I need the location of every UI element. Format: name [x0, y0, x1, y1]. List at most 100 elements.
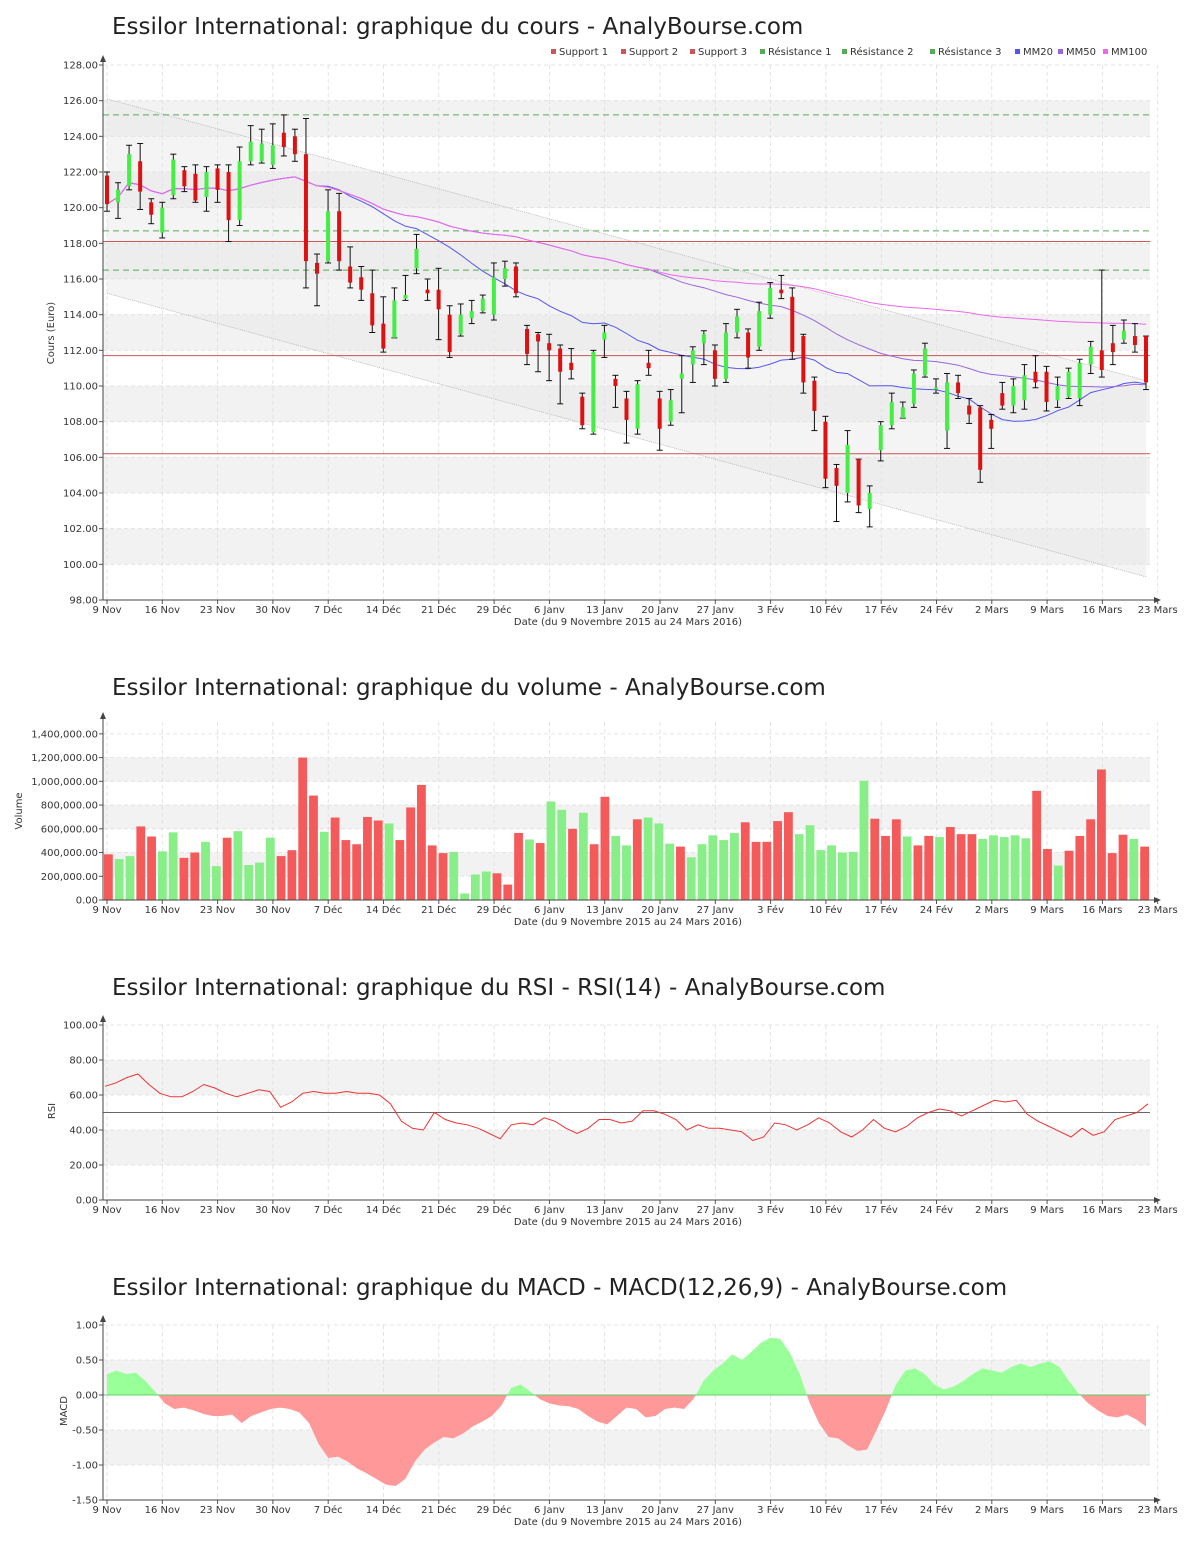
candle — [899, 401, 906, 419]
volume-bar — [481, 871, 491, 900]
x-tick-label: 20 Janv — [641, 1205, 678, 1216]
x-tick-label: 14 Déc — [366, 1204, 401, 1216]
candle-body — [933, 387, 938, 390]
x-tick-label: 20 Janv — [641, 905, 678, 916]
volume-bar — [438, 853, 448, 900]
candle-body — [580, 396, 585, 426]
legend-swatch — [842, 49, 847, 54]
price-legend: Support 1 Support 2 Support 3 Résistance 1 R… — [551, 46, 1147, 58]
candle — [137, 142, 144, 210]
x-tick-label: 7 Déc — [314, 1504, 343, 1516]
volume-bar — [157, 851, 167, 900]
volume-bar — [190, 852, 200, 900]
x-tick-label: 9 Mars — [1030, 1505, 1064, 1516]
volume-bar — [287, 850, 297, 900]
volume-chart: Essilor International: graphique du volu… — [14, 675, 1178, 928]
volume-bar — [244, 864, 254, 900]
legend-swatch — [690, 49, 695, 54]
candle — [457, 303, 464, 337]
candle — [734, 308, 741, 339]
candle — [468, 299, 475, 325]
x-tick-label: 16 Mars — [1082, 1205, 1122, 1216]
candle-body — [834, 468, 839, 486]
candle — [557, 344, 564, 405]
candle — [944, 373, 951, 449]
channel-area — [107, 98, 1146, 577]
x-tick-label: 3 Fév — [757, 604, 784, 616]
x-tick-label: 16 Mars — [1082, 605, 1122, 616]
rsi-y-label: RSI — [47, 1103, 58, 1119]
x-tick-label: 17 Fév — [865, 1204, 898, 1216]
volume-chart-title: Essilor International: graphique du volu… — [112, 675, 826, 701]
candle — [258, 128, 265, 164]
candle-body — [690, 350, 695, 365]
candle-body — [1033, 371, 1038, 383]
candle — [126, 144, 133, 191]
candle — [977, 405, 984, 483]
macd-positive-area — [695, 1337, 807, 1395]
candle-body — [569, 362, 574, 370]
price-y-label: Cours (Euro) — [46, 302, 57, 365]
y-tick-label: 20.00 — [69, 1161, 98, 1172]
band — [103, 314, 1150, 351]
candle-body — [779, 289, 784, 294]
x-tick-label: 3 Fév — [757, 904, 784, 916]
candle — [866, 485, 873, 528]
candle-body — [270, 145, 275, 165]
candle-body — [812, 380, 817, 411]
candle-body — [149, 202, 154, 215]
candle — [811, 376, 818, 432]
candle — [722, 323, 729, 383]
candle — [678, 355, 685, 414]
price-axes: 98.00 100.00 102.00 104.00 106.00 108.00 110.0… — [63, 55, 1178, 616]
candle — [910, 369, 917, 408]
x-tick-label: 14 Déc — [366, 1504, 401, 1516]
volume-bar — [201, 841, 210, 900]
rsi-chart-title: Essilor International: graphique du RSI … — [112, 975, 885, 1001]
candle-body — [513, 266, 518, 294]
macd-positive-area — [107, 1370, 158, 1395]
x-tick-label: 9 Nov — [92, 1505, 121, 1516]
candle — [1109, 324, 1116, 366]
candle — [634, 380, 641, 435]
candle-body — [160, 207, 165, 233]
candle-body — [480, 298, 485, 312]
volume-bar — [1053, 865, 1063, 900]
x-tick-label: 23 Nov — [200, 1205, 236, 1216]
candle — [1043, 365, 1050, 412]
candle-body — [989, 419, 994, 429]
x-tick-label: 24 Fév — [920, 1504, 953, 1516]
candle — [269, 123, 276, 169]
candle — [302, 118, 309, 289]
candle — [745, 328, 752, 369]
support-resistance-levels — [103, 114, 1150, 455]
y-tick-label: 114.00 — [63, 310, 98, 321]
candle-body — [701, 334, 706, 344]
candle-body — [303, 154, 308, 262]
volume-bar — [1021, 838, 1031, 900]
macd-negative-area — [157, 1395, 508, 1486]
legend-label: MM100 — [1111, 47, 1147, 58]
candle-body — [1066, 371, 1071, 397]
macd-y-label: MACD — [59, 1396, 70, 1426]
x-tick-label: 9 Mars — [1030, 1205, 1064, 1216]
x-tick-label: 16 Nov — [145, 1505, 181, 1516]
x-tick-label: 6 Janv — [534, 605, 565, 616]
x-tick-label: 2 Mars — [975, 905, 1009, 916]
legend-label: Résistance 2 — [850, 46, 913, 58]
volume-bar — [665, 843, 675, 900]
volume-bar — [935, 837, 944, 900]
y-tick-label: 60.00 — [69, 1091, 98, 1102]
candle-body — [878, 425, 883, 451]
x-tick-label: 29 Déc — [476, 1504, 511, 1516]
band — [103, 172, 1150, 208]
candle-body — [1099, 350, 1104, 370]
candle — [535, 332, 542, 373]
candle — [413, 233, 420, 275]
candle — [214, 164, 221, 203]
candle-body — [403, 295, 408, 299]
candle-body — [1011, 386, 1016, 406]
candle — [1120, 319, 1127, 344]
candle — [612, 374, 619, 408]
candle — [966, 397, 973, 424]
